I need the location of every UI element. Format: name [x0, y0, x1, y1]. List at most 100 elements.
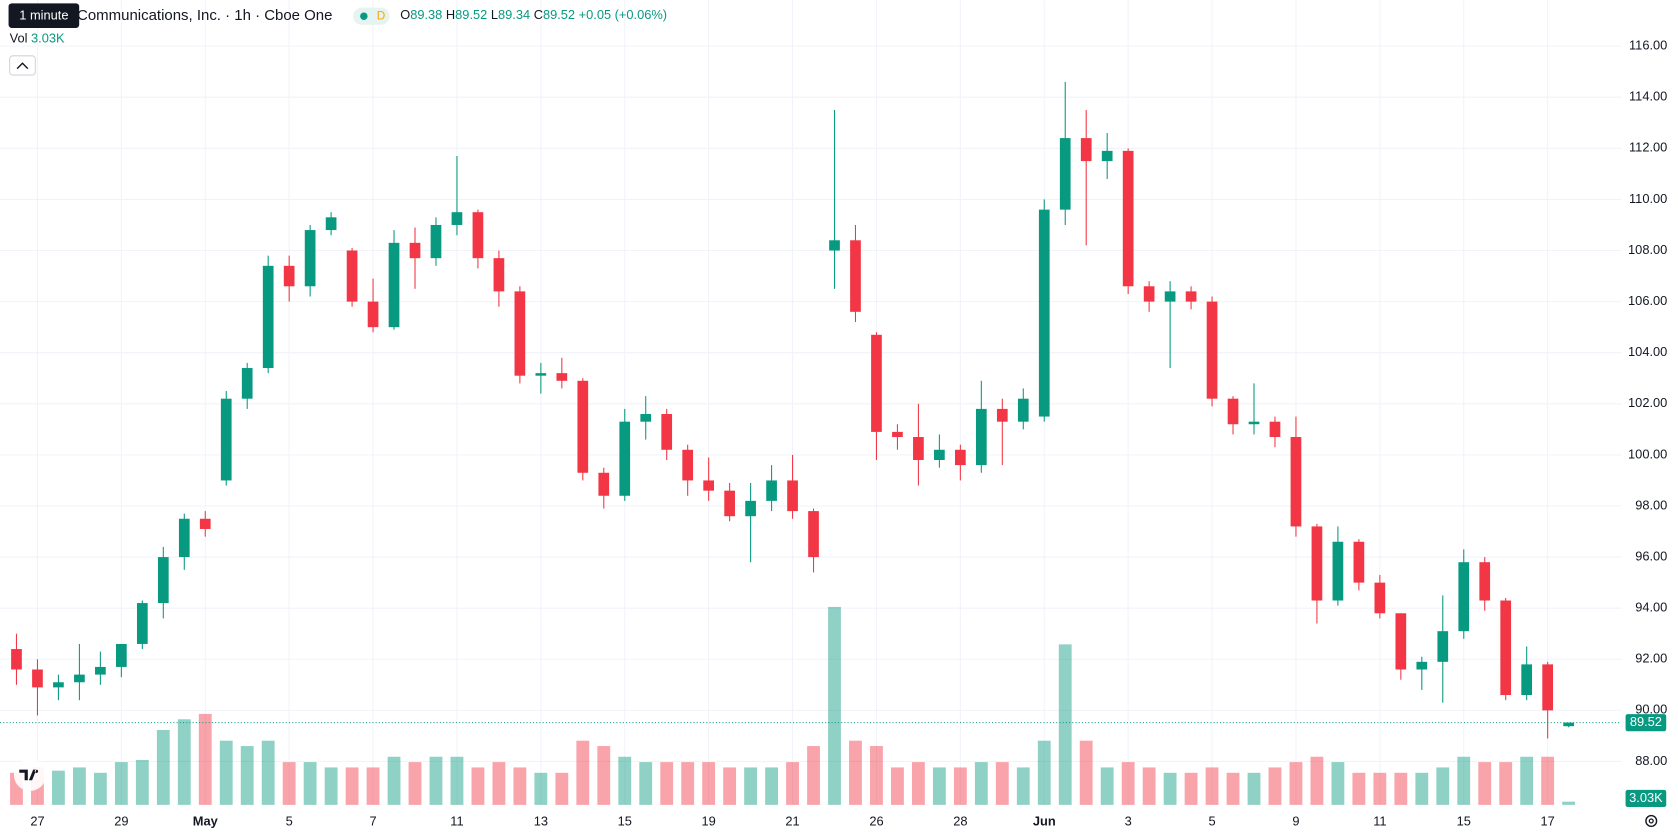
candle-body [682, 449, 694, 481]
volume-bar [1352, 772, 1366, 805]
close: 89.52 [543, 8, 575, 23]
volume-bar [198, 713, 212, 805]
candle-body [1101, 150, 1113, 162]
candle-body [996, 408, 1008, 422]
volume-bar [1100, 767, 1114, 805]
volume-bar [135, 759, 149, 805]
x-tick-label: 3 [1125, 813, 1132, 828]
candle-body [11, 649, 22, 670]
vol-label: Vol [10, 31, 28, 46]
y-tick-label: 88.00 [1635, 753, 1667, 768]
volume-bar [93, 772, 107, 805]
candle-body [577, 380, 589, 473]
volume-bar [744, 767, 758, 805]
candle-body [367, 301, 379, 328]
candle-body [388, 242, 400, 328]
candle-body [283, 265, 295, 287]
x-tick-label: 5 [1208, 813, 1215, 828]
candle-layer [11, 81, 1574, 739]
candle-body [808, 511, 819, 558]
candle-body [1353, 541, 1365, 583]
low: 89.34 [498, 8, 530, 23]
open: 89.38 [410, 8, 442, 23]
volume-bar [681, 762, 695, 805]
collapse-button[interactable] [9, 55, 36, 76]
candle-body [1227, 398, 1239, 425]
candle-body [409, 242, 421, 259]
volume-bar [639, 762, 653, 805]
volume-bar [1415, 772, 1429, 805]
volume-bar [429, 756, 443, 805]
volume-bar [870, 746, 883, 805]
candle-body [304, 230, 316, 287]
volume-bar [995, 762, 1009, 805]
candle-body [745, 500, 756, 517]
candle-body [1500, 600, 1512, 696]
candle-body [1374, 582, 1386, 614]
candle-body [766, 480, 777, 501]
volume-bar [1394, 772, 1408, 805]
candle-body [451, 212, 463, 225]
volume-bar [471, 767, 485, 805]
candle-body [703, 480, 715, 491]
volume-bar [597, 746, 611, 805]
volume-bar [72, 767, 86, 805]
candle-body [1437, 631, 1449, 662]
candle-body [472, 212, 484, 259]
volume-bar [1163, 772, 1177, 805]
candle-body [1290, 437, 1302, 527]
candle-body [1542, 664, 1554, 711]
x-tick-label: 21 [785, 813, 799, 828]
volume-bar [261, 740, 275, 805]
volume-layer [10, 606, 1576, 805]
volume-badge [1625, 789, 1667, 808]
candle-body [241, 368, 253, 399]
c-label: C [534, 8, 543, 23]
candle-body [199, 518, 211, 529]
tooltip: 1 minute [19, 8, 68, 23]
y-tick-label: 116.00 [1629, 38, 1667, 53]
candle-body [1185, 291, 1197, 302]
volume-bar [52, 770, 65, 805]
candle-body [556, 373, 568, 381]
x-tick-label: 27 [30, 813, 44, 828]
candle-body [1563, 722, 1574, 727]
volume-bar [1457, 756, 1471, 805]
x-tick-label: 13 [534, 813, 548, 828]
candle-body [913, 437, 924, 461]
settings-icon[interactable] [1645, 814, 1658, 827]
candle-body [514, 291, 526, 376]
tooltip-box [8, 3, 80, 28]
volume-bar [1037, 740, 1051, 805]
x-tick-label: May [193, 813, 219, 828]
volume-bar [1331, 762, 1345, 805]
candle-body [787, 480, 798, 512]
candle-body [178, 518, 190, 558]
candle-body [1248, 421, 1260, 425]
l-label: L [491, 8, 498, 23]
x-tick-label: 26 [869, 813, 883, 828]
candle-body [116, 643, 127, 667]
candle-body [1122, 150, 1134, 287]
y-tick-label: 90.00 [1635, 702, 1667, 717]
candle-body [53, 682, 64, 688]
y-tick-label: 98.00 [1635, 497, 1667, 512]
y-tick-label: 104.00 [1628, 344, 1667, 359]
candle-body [1311, 526, 1323, 601]
volume-bar [1079, 740, 1093, 805]
volume-bar [576, 740, 590, 805]
candle-body [1143, 286, 1155, 302]
x-tick-label: 15 [1457, 813, 1471, 828]
candle-body [346, 250, 358, 302]
volume-bar [366, 767, 380, 805]
volume-bar [408, 762, 422, 805]
candle-body [1269, 421, 1281, 438]
volume-bar [282, 762, 296, 805]
candle-body [430, 224, 442, 259]
x-tick-label: 17 [1541, 813, 1555, 828]
x-tick-label: 11 [1373, 813, 1386, 828]
x-tick-label: 15 [618, 813, 632, 828]
x-tick-label: 9 [1292, 813, 1299, 828]
volume-bar [932, 767, 946, 805]
y-tick-label: 106.00 [1628, 293, 1667, 308]
